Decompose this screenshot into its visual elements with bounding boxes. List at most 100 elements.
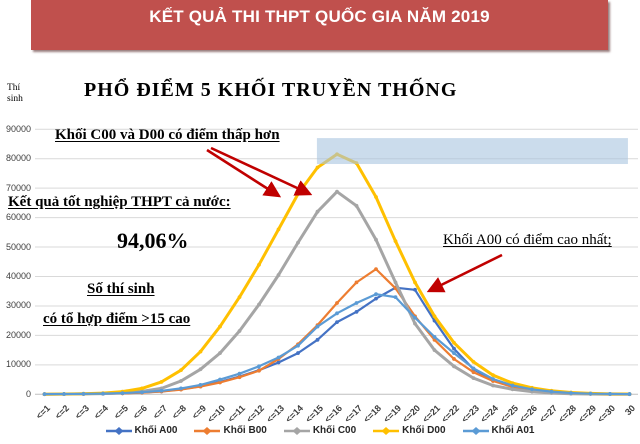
data-point: [432, 334, 437, 339]
data-point: [179, 386, 183, 391]
data-point: [452, 364, 456, 369]
data-point: [62, 392, 66, 396]
legend-item-khối-b00: Khối B00: [194, 425, 267, 436]
data-point: [491, 383, 495, 388]
data-point: [257, 262, 261, 267]
data-point: [374, 292, 378, 297]
annotation-c00-d00-lower: Khối C00 và D00 có điểm thấp hơn: [55, 127, 280, 143]
data-point: [315, 209, 320, 214]
legend-line-marker-icon: [462, 426, 489, 435]
data-point: [374, 296, 378, 301]
legend-item-khối-c00: Khối C00: [283, 425, 357, 436]
annotation-to-hop-diem: có tổ hợp điểm >15 cao: [43, 311, 191, 327]
data-point: [471, 360, 476, 364]
data-point: [276, 360, 281, 365]
y-tick-label: 50000: [5, 241, 31, 252]
data-point: [257, 364, 261, 369]
data-point: [549, 389, 554, 394]
data-point: [296, 351, 300, 355]
data-point: [530, 387, 534, 392]
data-point: [237, 375, 242, 380]
data-point: [413, 321, 417, 326]
data-point: [198, 382, 203, 387]
legend-line-marker-icon: [283, 426, 310, 435]
data-point: [237, 329, 242, 333]
data-point: [491, 377, 495, 381]
data-point: [218, 351, 222, 355]
y-tick-label: 10000: [5, 359, 31, 370]
data-point: [218, 324, 222, 329]
legend-label: Khối C00: [312, 425, 357, 436]
y-tick-label: 40000: [5, 271, 31, 281]
data-point: [471, 370, 476, 375]
legend-line-marker-icon: [194, 426, 221, 435]
data-point: [471, 366, 476, 371]
data-point: [452, 357, 456, 361]
data-point: [218, 380, 222, 385]
data-point: [179, 379, 183, 383]
data-point: [569, 391, 573, 395]
data-point: [491, 373, 495, 378]
legend-marker: [381, 426, 391, 435]
data-point: [296, 240, 300, 245]
data-point: [276, 273, 281, 277]
data-point: [432, 348, 437, 353]
data-point: [296, 343, 300, 348]
highlight-rectangle: [316, 138, 628, 165]
data-point: [315, 324, 320, 329]
data-point: [354, 280, 359, 285]
chart-title: PHỔ ĐIỂM 5 KHỐI TRUYỀN THỐNG: [84, 79, 458, 101]
data-point: [374, 267, 378, 272]
data-point: [354, 309, 359, 314]
data-point: [237, 371, 242, 376]
legend-line-marker-icon: [105, 426, 132, 435]
data-point: [354, 301, 359, 305]
data-point: [374, 195, 378, 199]
legend-marker: [292, 426, 302, 435]
red-arrow: [426, 253, 503, 293]
legend-item-khối-d00: Khối D00: [373, 425, 446, 436]
y-tick-label: 20000: [5, 329, 31, 340]
data-point: [335, 189, 339, 194]
y-tick-label: 60000: [5, 212, 31, 223]
data-point: [276, 227, 281, 232]
data-point: [354, 203, 359, 208]
y-tick-label: 0: [25, 388, 31, 399]
data-point: [140, 390, 144, 395]
legend-marker: [471, 426, 481, 435]
data-point: [140, 386, 144, 391]
data-point: [627, 392, 632, 396]
data-point: [159, 380, 164, 384]
data-point: [413, 315, 417, 320]
data-point: [588, 391, 593, 396]
y-tick-label: 80000: [5, 153, 31, 164]
legend-marker: [202, 426, 212, 435]
y-tick-label: 90000: [5, 123, 31, 134]
data-point: [81, 391, 86, 396]
data-point: [393, 295, 398, 300]
legend-item-khối-a00: Khối A00: [105, 425, 177, 436]
data-point: [257, 368, 261, 373]
data-point: [315, 165, 320, 170]
series-line-khối-a01: [43, 293, 631, 396]
data-point: [413, 280, 417, 285]
data-point: [296, 192, 300, 196]
data-point: [237, 295, 242, 300]
legend-label: Khối B00: [223, 425, 267, 436]
data-point: [452, 340, 456, 345]
annotation-so-thi-sinh: Số thí sinh: [87, 281, 155, 297]
data-point: [374, 237, 378, 242]
data-point: [471, 376, 476, 381]
annotation-a00-highest: Khối A00 có điểm cao nhất;: [443, 232, 612, 248]
y-tick-label: 70000: [5, 182, 31, 193]
data-point: [179, 368, 183, 373]
data-point: [393, 239, 398, 244]
legend-line-marker-icon: [373, 426, 400, 435]
annotation-arrows: [206, 146, 503, 293]
y-axis-title: Thí sinh: [7, 83, 23, 104]
data-point: [510, 387, 515, 392]
data-point: [101, 391, 105, 396]
legend-item-khối-a01: Khối A01: [462, 425, 534, 436]
